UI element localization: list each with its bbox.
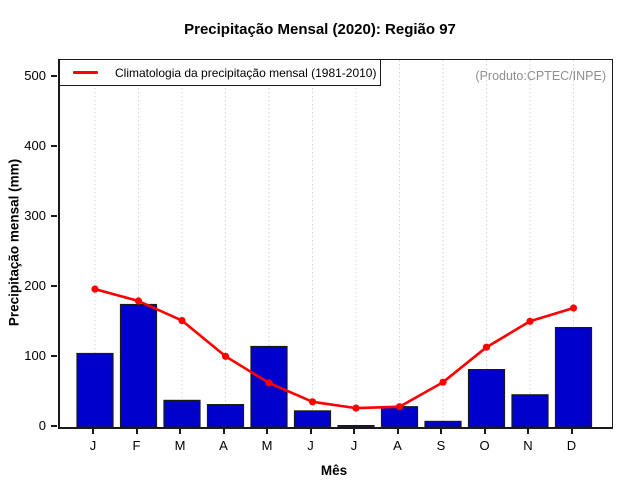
x-tick-label: O <box>479 438 490 453</box>
y-axis-label: Precipitação mensal (mm) <box>6 158 22 327</box>
bar-j-1 <box>76 352 114 427</box>
x-tick <box>527 428 529 434</box>
line-marker-12 <box>569 304 578 312</box>
x-tick-label: N <box>523 438 533 453</box>
bar-o-10 <box>467 369 506 427</box>
chart-canvas <box>76 60 593 427</box>
chart-title: Precipitação Mensal (2020): Região 97 <box>184 21 456 38</box>
x-tick-label: D <box>566 438 577 453</box>
bar-f-2 <box>119 303 158 427</box>
legend-line-sample <box>73 71 98 74</box>
source-annotation: (Produto:CPTEC/INPE) <box>475 69 606 83</box>
x-tick-label: S <box>436 438 446 453</box>
line-marker-6 <box>308 398 317 406</box>
x-tick-label: J <box>89 438 97 453</box>
x-tick <box>483 428 486 434</box>
line-marker-8 <box>395 403 404 411</box>
y-tick-label: 300 <box>24 208 46 223</box>
y-tick <box>51 75 57 77</box>
x-tick <box>309 428 312 434</box>
x-tick <box>92 428 94 434</box>
x-tick <box>135 428 138 434</box>
bar-a-4 <box>206 404 245 427</box>
y-tick <box>51 145 57 147</box>
x-tick-label: F <box>132 438 141 453</box>
line-marker-4 <box>221 352 230 360</box>
bar-s-9 <box>424 420 462 427</box>
bar-j-7 <box>337 425 375 427</box>
x-tick-label: A <box>393 438 402 453</box>
y-tick <box>51 355 57 357</box>
line-marker-10 <box>482 343 491 351</box>
bar-n-11 <box>511 394 549 427</box>
x-tick-label: J <box>307 438 314 453</box>
plot-area <box>58 59 613 429</box>
legend-box: Climatologia da precipitação mensal (198… <box>59 59 381 86</box>
x-axis-label: Mês <box>320 463 348 478</box>
line-marker-9 <box>439 378 447 386</box>
y-tick-label: 400 <box>24 138 46 153</box>
x-tick <box>570 428 573 434</box>
y-tick-label: 0 <box>38 418 46 433</box>
bar-m-5 <box>250 345 288 427</box>
line-marker-2 <box>134 297 143 305</box>
y-tick <box>51 215 57 217</box>
line-marker-7 <box>352 404 360 412</box>
y-tick-label: 500 <box>24 68 46 83</box>
bar-j-6 <box>293 410 332 427</box>
y-tick-label: 100 <box>24 348 46 363</box>
line-marker-11 <box>526 317 534 325</box>
x-tick <box>396 428 399 434</box>
legend-label: Climatologia da precipitação mensal (198… <box>115 65 377 80</box>
x-tick-label: M <box>261 438 273 453</box>
bar-m-3 <box>163 399 201 427</box>
y-tick <box>51 285 57 287</box>
x-tick-label: A <box>219 438 228 453</box>
line-marker-3 <box>178 317 186 325</box>
x-tick-label: J <box>350 438 358 453</box>
x-tick <box>179 428 181 434</box>
x-tick <box>440 428 442 434</box>
x-tick-label: M <box>174 438 186 453</box>
x-tick <box>222 428 225 434</box>
y-tick <box>51 425 57 427</box>
y-tick-label: 200 <box>24 278 46 293</box>
x-tick <box>353 428 355 434</box>
line-marker-1 <box>91 285 99 293</box>
x-tick <box>266 428 268 434</box>
line-marker-5 <box>265 379 273 387</box>
bar-d-12 <box>554 327 593 427</box>
climatology-line <box>93 287 575 410</box>
